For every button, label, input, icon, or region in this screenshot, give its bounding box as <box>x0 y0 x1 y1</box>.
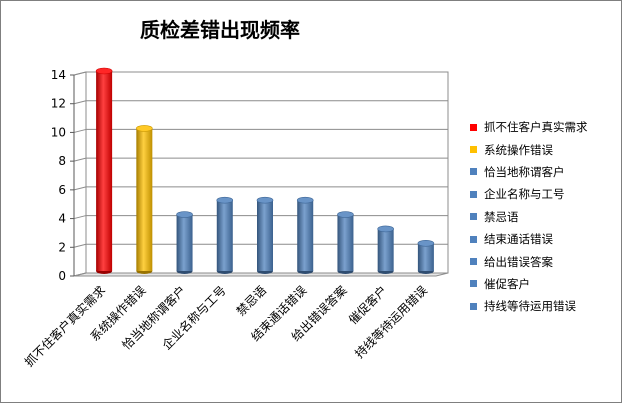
legend-label: 禁忌语 <box>484 209 519 224</box>
y-tick-label: 6 <box>58 183 66 197</box>
y-gridline-side <box>73 71 87 76</box>
bar-top <box>296 196 314 204</box>
legend-item: 恰当地称谓客户 <box>470 161 618 183</box>
x-tick-label: 持线等待运用错误 <box>352 283 430 361</box>
legend-swatch <box>470 258 477 266</box>
legend-item: 结束通话错误 <box>470 228 618 250</box>
bar <box>95 67 113 274</box>
legend-label: 结束通话错误 <box>484 232 553 247</box>
legend-item: 催促客户 <box>470 273 618 295</box>
y-tick-label: 12 <box>51 97 66 111</box>
legend-item: 持线等待运用错误 <box>470 295 618 317</box>
legend-label: 抓不住客户真实需求 <box>484 120 588 135</box>
bar <box>337 211 354 274</box>
bar-top <box>216 196 234 204</box>
bar-top <box>176 211 193 218</box>
bar <box>136 125 153 274</box>
y-tick-label: 14 <box>51 68 66 82</box>
legend-label: 催促客户 <box>484 276 530 291</box>
legend-swatch <box>470 213 477 221</box>
x-tick-label: 禁忌语 <box>234 283 269 318</box>
bar-body <box>257 200 273 271</box>
y-gridline-side <box>73 186 87 191</box>
bar-body <box>297 200 314 271</box>
bar <box>216 196 234 274</box>
bar-body <box>136 128 153 271</box>
bar <box>296 196 314 274</box>
bar-body <box>176 214 193 271</box>
legend-label: 企业名称与工号 <box>484 187 565 202</box>
y-tick-label: 10 <box>51 125 66 139</box>
y-tick-label: 4 <box>58 212 66 226</box>
bar <box>256 196 274 274</box>
legend-label: 系统操作错误 <box>484 142 553 157</box>
legend-label: 恰当地称谓客户 <box>484 164 565 179</box>
y-gridline-side <box>73 272 87 277</box>
bar <box>417 239 435 274</box>
bar <box>176 211 193 274</box>
legend-label: 给出错误答案 <box>484 254 553 269</box>
y-tick-label: 2 <box>58 240 66 254</box>
y-gridline-side <box>73 243 87 248</box>
legend-item: 企业名称与工号 <box>470 183 618 205</box>
legend-item: 抓不住客户真实需求 <box>470 116 618 138</box>
chart-title: 质检差错出现频率 <box>140 18 300 42</box>
legend-swatch <box>470 146 477 154</box>
legend-swatch <box>470 302 477 310</box>
bar-top <box>377 225 394 233</box>
bar-top <box>256 196 274 204</box>
legend-label: 持线等待运用错误 <box>484 299 576 314</box>
legend-swatch <box>470 280 477 288</box>
bar <box>377 225 394 274</box>
bar-top <box>417 239 435 247</box>
bar-top <box>337 211 354 218</box>
legend-item: 系统操作错误 <box>470 138 618 160</box>
legend: 抓不住客户真实需求 系统操作错误 恰当地称谓客户 企业名称与工号 禁忌语结束通话错误 给出… <box>470 116 618 318</box>
y-tick-label: 0 <box>58 269 66 283</box>
bar-body <box>96 71 113 271</box>
bar-body <box>377 228 394 271</box>
bar-body <box>417 243 434 271</box>
y-gridline-side <box>73 215 87 220</box>
y-tick-label: 8 <box>58 154 66 168</box>
y-gridline-side <box>73 100 87 105</box>
legend-swatch <box>470 190 477 198</box>
bar-body <box>337 214 354 271</box>
bar-body <box>216 200 233 271</box>
y-gridline-side <box>73 128 87 133</box>
legend-swatch <box>470 168 477 176</box>
bar-top <box>136 125 153 132</box>
bar-top <box>95 67 113 75</box>
legend-item: 禁忌语 <box>470 206 618 228</box>
legend-swatch <box>470 123 477 131</box>
legend-swatch <box>470 235 477 243</box>
legend-item: 给出错误答案 <box>470 250 618 272</box>
y-gridline-side <box>73 157 87 162</box>
